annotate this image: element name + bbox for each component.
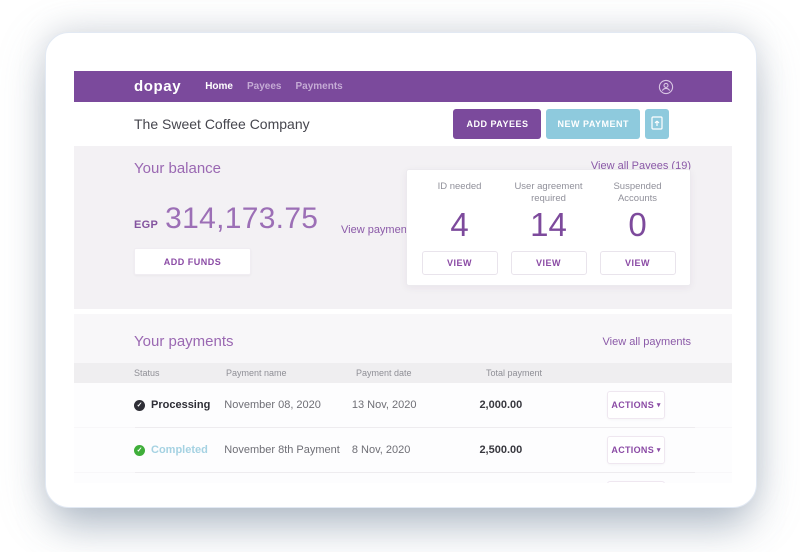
nav-item-payments[interactable]: Payments (295, 81, 343, 92)
status-label: Processing (151, 399, 211, 411)
row-divider (135, 472, 695, 473)
toolbar-buttons: ADD PAYEES NEW PAYMENT (453, 109, 669, 139)
processing-check-icon: ✓ (134, 399, 145, 411)
dopay-logo: dopay (134, 78, 182, 95)
status-label: Completed (151, 444, 208, 456)
balance-section: Your balance View all Payees (19) EGP 31… (74, 146, 732, 309)
stat-label: User agreement required (514, 181, 583, 205)
actions-dropdown-button[interactable]: ACTIONS ▾ (607, 436, 666, 464)
chevron-down-icon: ▾ (656, 402, 661, 409)
payment-date: 8 Nov, 2020 (351, 444, 411, 456)
title-row: The Sweet Coffee Company ADD PAYEES NEW … (74, 102, 732, 146)
company-name: The Sweet Coffee Company (134, 116, 310, 132)
chevron-down-icon: ▾ (656, 447, 661, 454)
column-payment-date: Payment date (356, 368, 412, 378)
new-payment-button[interactable]: NEW PAYMENT (546, 109, 640, 139)
stat-value: 0 (628, 206, 647, 243)
total-payment: 2,000.00 (479, 399, 523, 411)
balance-amount: 314,173.75 (165, 202, 319, 235)
nav-item-payees[interactable]: Payees (246, 81, 282, 92)
status-badge: ✓ Processing (134, 399, 224, 411)
device-frame: dopay Home Payees Payments The Sweet Cof… (45, 32, 757, 508)
dopay-app-window: dopay Home Payees Payments The Sweet Cof… (74, 71, 732, 483)
stat-value: 4 (450, 206, 469, 243)
stat-id-needed: ID needed 4 VIEW (415, 181, 504, 275)
nav-item-home[interactable]: Home (205, 81, 233, 92)
top-navigation-bar: dopay Home Payees Payments (74, 71, 732, 102)
account-balance: EGP 314,173.75 (134, 202, 318, 236)
stat-label: ID needed (437, 181, 482, 192)
total-payment: 2,500.00 (479, 444, 523, 456)
payments-table-header: Status Payment name Payment date Total p… (74, 363, 732, 383)
balance-currency: EGP (134, 219, 159, 231)
payment-name: November 8th Payment (224, 444, 340, 456)
payments-section: Your payments View all payments Status P… (74, 314, 732, 483)
column-payment-name: Payment name (226, 368, 287, 378)
completed-check-icon: ✓ (134, 444, 145, 456)
payment-name: November 08, 2020 (224, 399, 321, 411)
table-row: ✓ Completed November 8th Payment 8 Nov, … (74, 428, 732, 472)
upload-document-button[interactable] (645, 109, 669, 139)
stat-value: 14 (530, 206, 567, 243)
upload-document-icon (651, 116, 663, 132)
payments-heading: Your payments (134, 333, 234, 350)
payee-stats-card: ID needed 4 VIEW User agreement required… (406, 169, 691, 286)
balance-heading: Your balance (134, 160, 222, 177)
view-suspended-accounts-button[interactable]: VIEW (599, 251, 676, 275)
view-user-agreement-button[interactable]: VIEW (510, 251, 587, 275)
stat-user-agreement: User agreement required 14 VIEW (504, 181, 593, 275)
add-payees-button[interactable]: ADD PAYEES (453, 109, 542, 139)
payment-date: 13 Nov, 2020 (351, 399, 417, 411)
table-row: ✓ Processing November 08, 2020 13 Nov, 2… (74, 383, 732, 427)
user-profile-icon[interactable] (658, 79, 674, 95)
view-all-payments-link[interactable]: View all payments (602, 335, 691, 348)
add-funds-button[interactable]: ADD FUNDS (134, 248, 251, 275)
column-total-payment: Total payment (486, 368, 543, 378)
actions-dropdown-button[interactable]: ACTIONS ▾ (607, 391, 666, 419)
actions-dropdown-button[interactable]: ACTIONS ▾ (607, 481, 666, 483)
stat-label: Suspended Accounts (613, 181, 662, 205)
column-status: Status (134, 368, 160, 378)
stat-suspended-accounts: Suspended Accounts 0 VIEW (593, 181, 682, 275)
row-divider (135, 427, 695, 428)
view-id-needed-button[interactable]: VIEW (421, 251, 498, 275)
status-badge: ✓ Completed (134, 444, 224, 456)
view-payments-link[interactable]: View payments (341, 224, 416, 236)
table-row-partial: ACTIONS ▾ (74, 473, 732, 483)
